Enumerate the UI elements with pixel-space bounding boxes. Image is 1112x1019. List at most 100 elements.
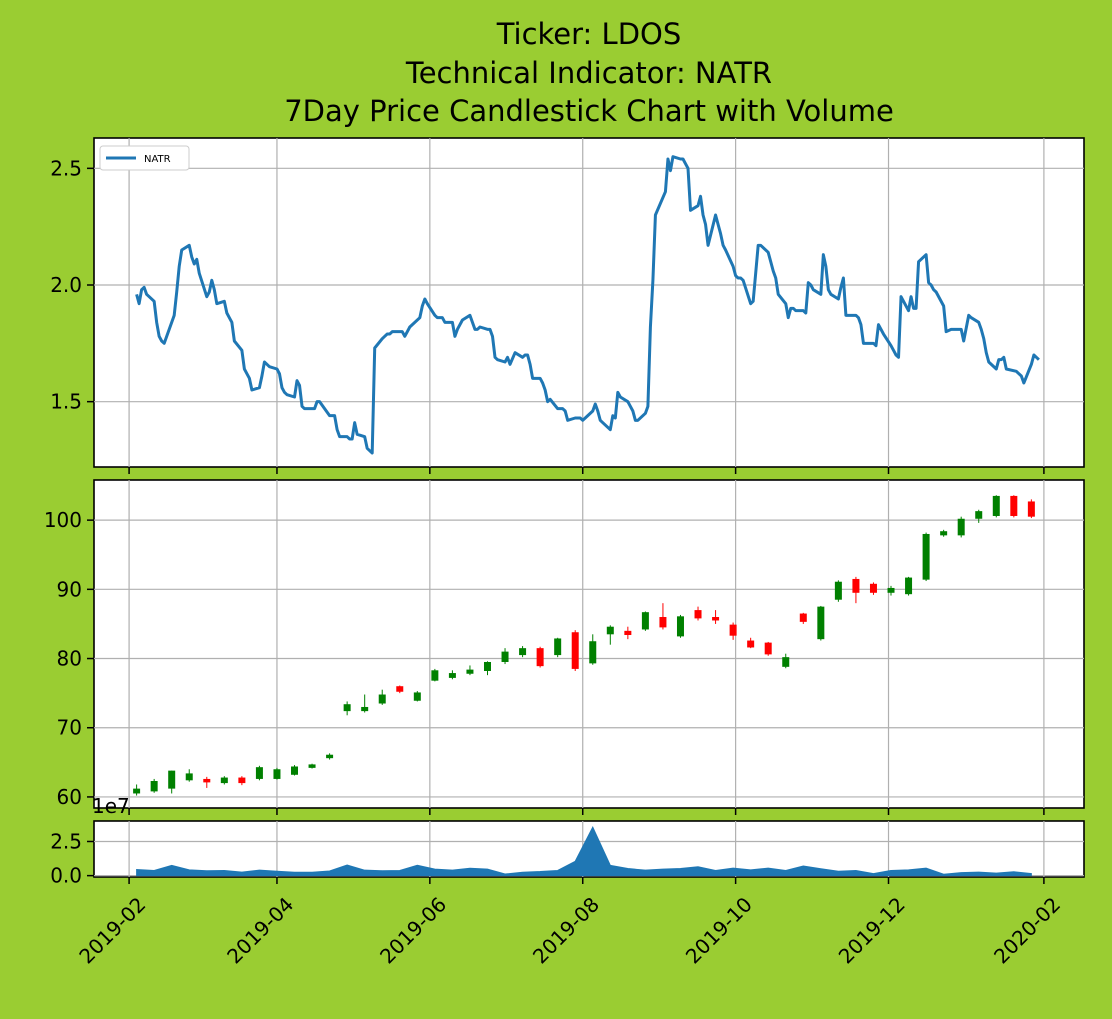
legend-label-natr: NATR — [144, 154, 171, 165]
candle — [361, 694, 369, 713]
candle-body — [326, 754, 334, 759]
x-tick-label-2019-04: 2019-04 — [222, 892, 298, 968]
candle-body — [273, 769, 281, 779]
indicator-y-tick-label: 2.5 — [50, 156, 82, 180]
candle-body — [168, 770, 176, 789]
candle — [975, 509, 983, 523]
candle — [255, 765, 263, 781]
candle-body — [940, 531, 948, 536]
candle — [641, 611, 649, 631]
candle-body — [343, 704, 351, 712]
candle-body — [519, 648, 527, 656]
candle-body — [255, 767, 263, 779]
candle-body — [869, 583, 877, 593]
indicator-y-tick-label: 1.5 — [50, 390, 82, 414]
candle-body — [501, 651, 509, 662]
candle — [957, 516, 965, 538]
candle-body — [606, 626, 614, 635]
candle-body — [799, 613, 807, 622]
candle-body — [624, 630, 632, 636]
candle-body — [571, 632, 579, 669]
candle-body — [185, 773, 193, 781]
indicator-plot-area — [93, 137, 1085, 468]
candle — [133, 784, 141, 796]
candle-body — [834, 581, 842, 600]
x-tick-label-2019-10: 2019-10 — [681, 892, 757, 968]
candle-body — [676, 616, 684, 637]
candle-body — [957, 518, 965, 536]
candle — [343, 701, 351, 716]
candle — [940, 529, 948, 537]
candle-body — [238, 777, 246, 784]
candle-body — [291, 766, 299, 775]
candle — [905, 576, 913, 596]
legend-box — [99, 145, 190, 171]
candle — [536, 646, 544, 668]
candle-body — [413, 692, 421, 701]
candle-body — [1010, 495, 1018, 516]
volume-panel: 0.0 2.5 2019-02 2019-04 2019-06 2019-08 2019-… — [50, 794, 1085, 968]
candle — [606, 625, 614, 645]
candle — [273, 767, 281, 780]
candle — [448, 670, 456, 680]
volume-y-tick-label: 2.5 — [50, 829, 82, 853]
indicator-panel: 1.5 2.0 2.5 NATR — [50, 137, 1085, 474]
candle-body — [133, 788, 141, 794]
candle — [501, 648, 509, 665]
candle-body — [150, 781, 158, 792]
candle-body — [466, 669, 474, 674]
indicator-y-tick-label: 2.0 — [50, 273, 82, 297]
candle-body — [641, 612, 649, 630]
candle — [185, 769, 193, 782]
candle-body — [712, 617, 720, 621]
candle — [764, 641, 772, 656]
candle-body — [308, 764, 316, 768]
candle — [782, 653, 790, 669]
candle-body — [764, 642, 772, 655]
candle — [168, 770, 176, 794]
candle — [203, 776, 211, 788]
candle-body — [887, 587, 895, 593]
volume-y-tick-label: 0.0 — [50, 864, 82, 888]
candle — [308, 763, 316, 769]
candle-body — [396, 686, 404, 692]
price-y-tick-label: 90 — [57, 577, 82, 601]
candle — [1010, 495, 1018, 518]
price-y-tick-label: 70 — [57, 716, 82, 740]
candle — [747, 637, 755, 649]
price-y-tick-label: 80 — [57, 647, 82, 671]
price-y-tick-label: 100 — [44, 508, 82, 532]
candle-body — [975, 511, 983, 519]
candle-body — [694, 610, 702, 619]
x-tick-label-2019-08: 2019-08 — [528, 892, 604, 968]
chart-title-line-1: Ticker: LDOS — [496, 17, 682, 51]
candle — [799, 612, 807, 624]
candle — [694, 606, 702, 621]
candle-body — [852, 578, 860, 593]
price-panel: 60 70 80 90 100 — [44, 479, 1085, 815]
candle-body — [203, 778, 211, 783]
candle-body — [483, 661, 491, 671]
candle — [483, 661, 491, 676]
candle — [326, 753, 334, 760]
candle-body — [659, 617, 667, 628]
candle — [150, 778, 158, 793]
candle — [431, 668, 439, 682]
candle — [396, 685, 404, 694]
candle — [922, 532, 930, 582]
chart-title-line-2: Technical Indicator: NATR — [405, 56, 772, 90]
candle — [466, 665, 474, 676]
volume-scale-label: 1e7 — [92, 794, 130, 818]
candle — [887, 585, 895, 596]
candle-body — [220, 777, 228, 784]
price-plot-area — [93, 479, 1085, 809]
candle — [519, 646, 527, 658]
candle — [413, 691, 421, 702]
candle — [589, 634, 597, 665]
candle-body — [905, 577, 913, 595]
candle — [659, 603, 667, 630]
candle-body — [747, 640, 755, 648]
candle — [869, 582, 877, 595]
candle — [220, 776, 228, 785]
